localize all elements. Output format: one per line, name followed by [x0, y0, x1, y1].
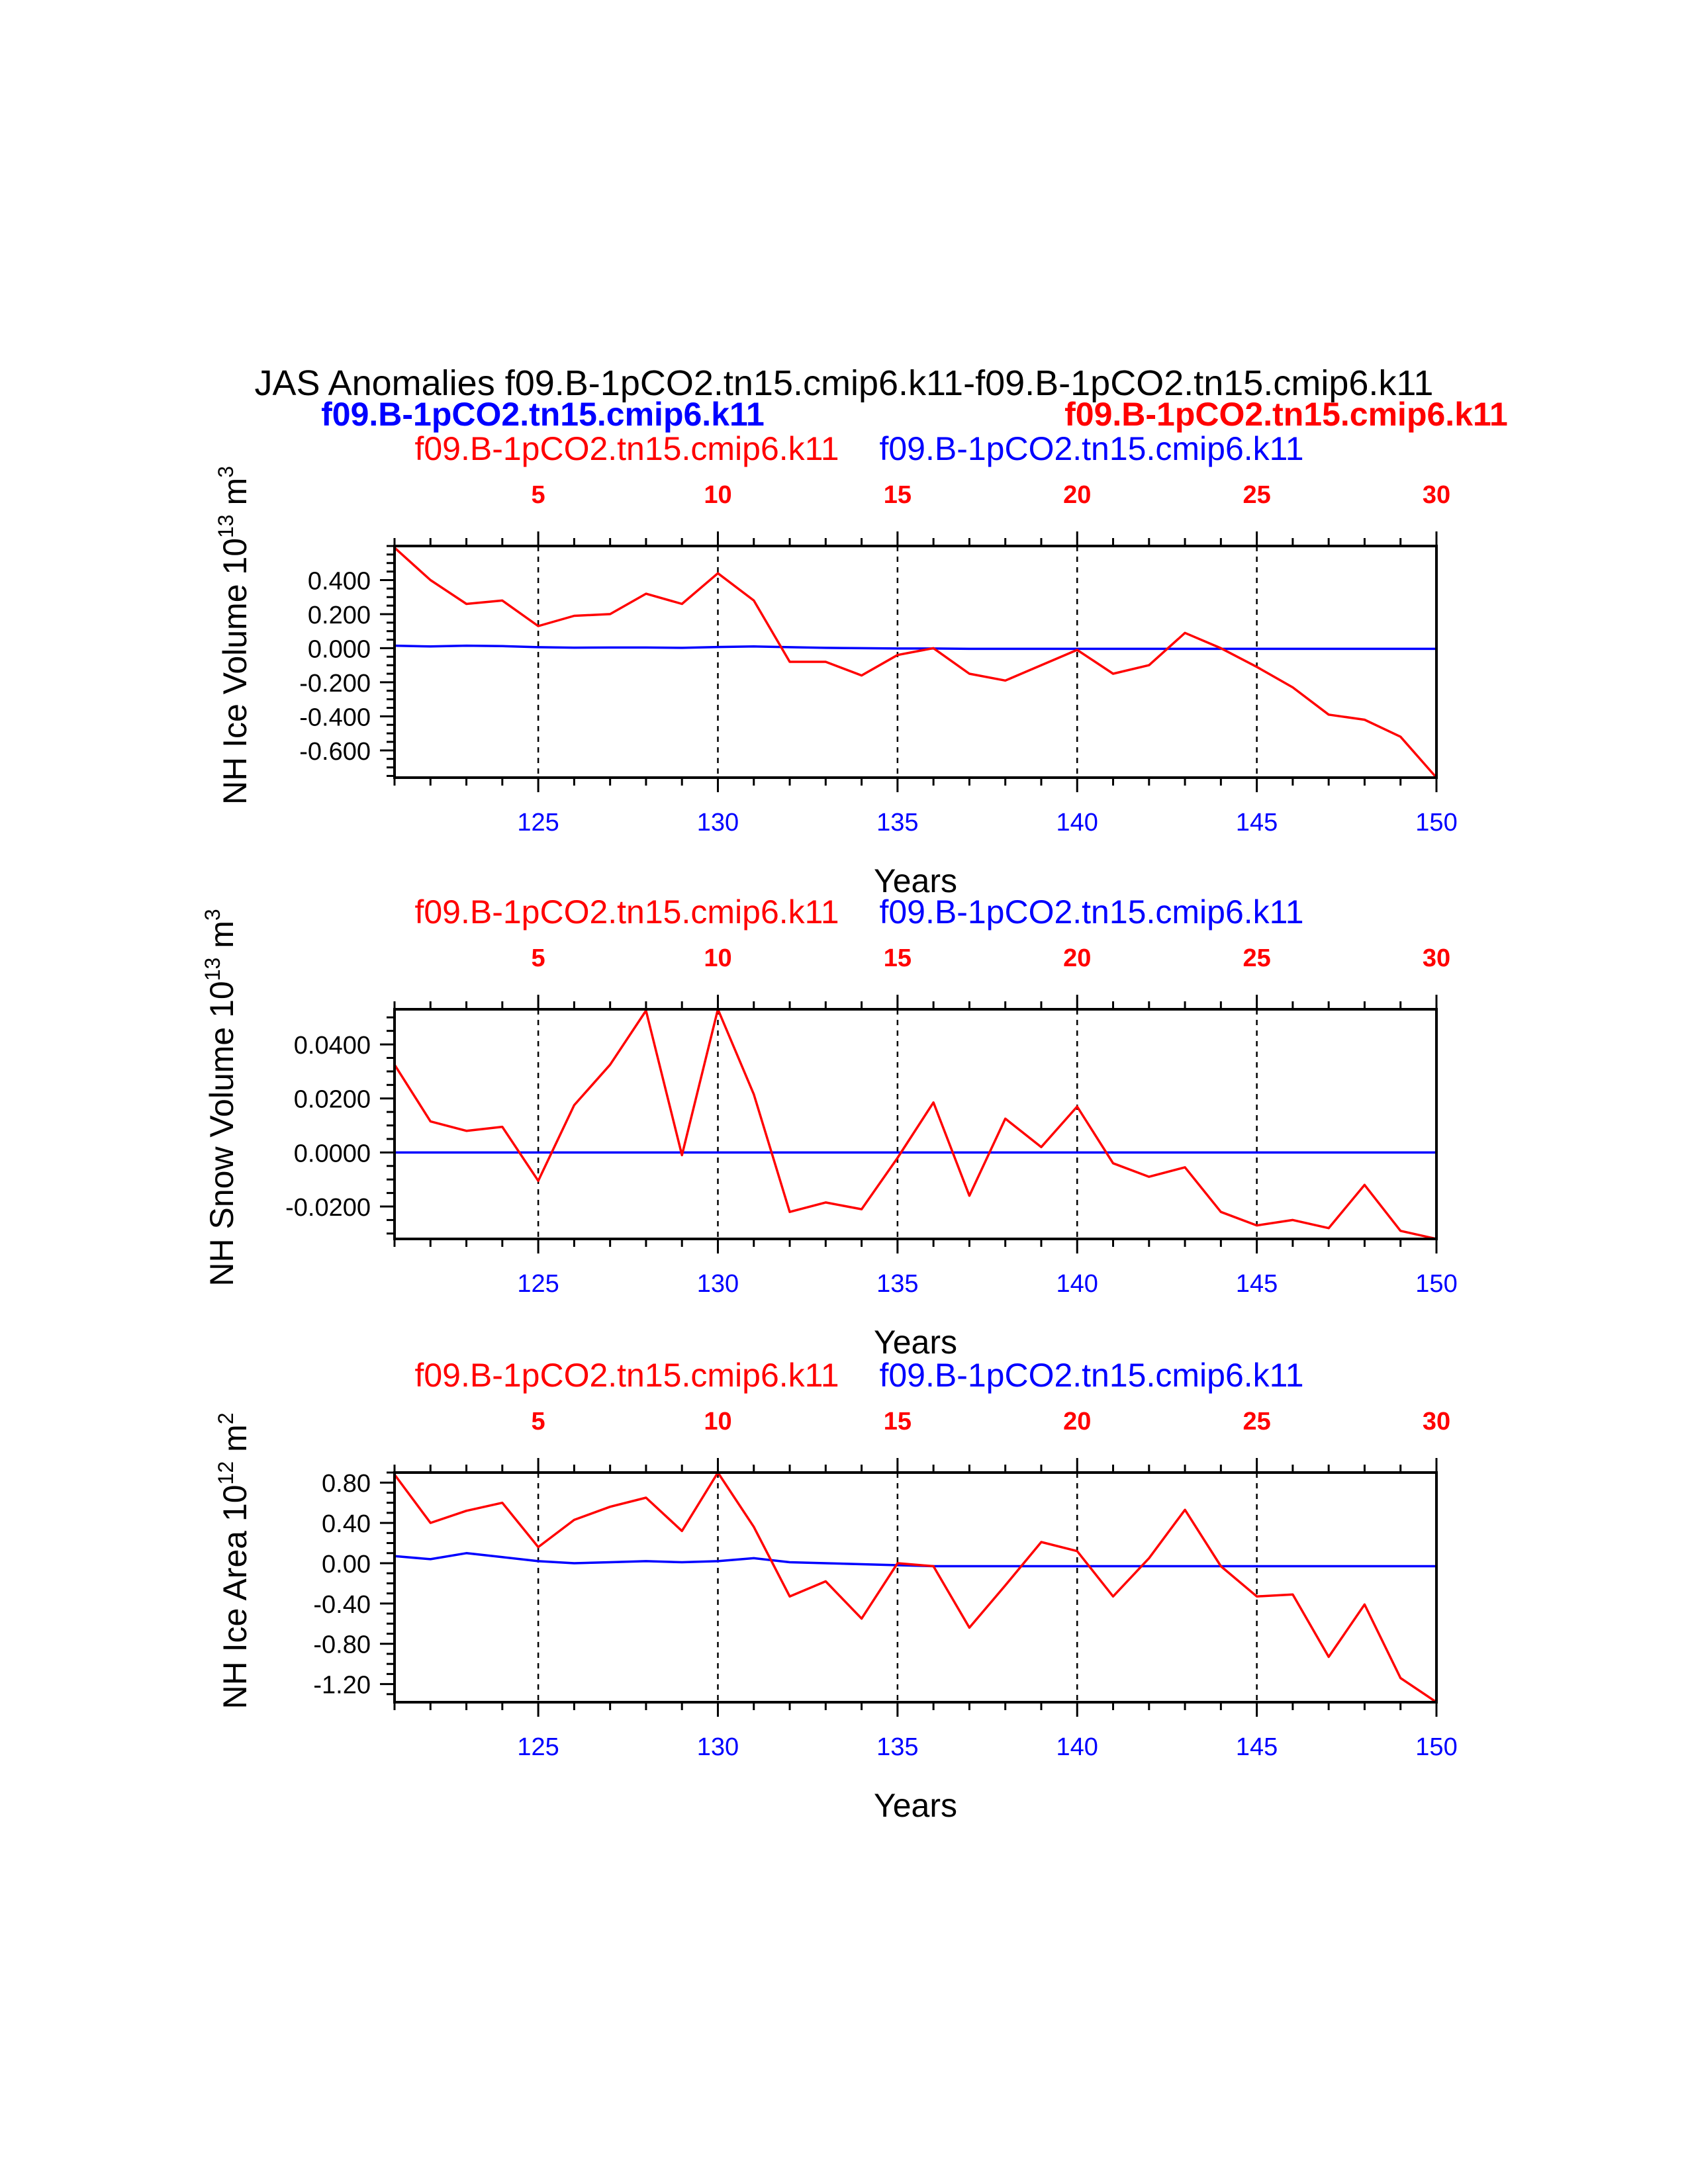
x-bottom-tick-label: 125 — [517, 1270, 559, 1298]
x-top-tick-label: 10 — [704, 944, 731, 972]
x-axis-title: Years — [874, 1787, 957, 1824]
series-line-red — [393, 547, 1438, 779]
x-top-tick-label: 10 — [704, 481, 731, 509]
series-line-blue — [394, 644, 1436, 651]
x-bottom-tick-label: 145 — [1236, 1270, 1278, 1298]
x-top-tick-label: 20 — [1063, 481, 1091, 509]
x-bottom-tick-label: 150 — [1415, 1733, 1457, 1761]
plot-frame — [393, 545, 1438, 779]
y-tick-label: 0.0000 — [294, 1140, 371, 1167]
x-top-tick-label: 15 — [884, 944, 912, 972]
y-tick-label: -0.600 — [299, 738, 371, 766]
x-bottom-tick-label: 140 — [1056, 809, 1098, 837]
x-top-tick-label: 15 — [884, 481, 912, 509]
x-axis-title: Years — [874, 862, 957, 899]
x-bottom-tick-label: 130 — [697, 1733, 739, 1761]
x-bottom-tick-label: 150 — [1415, 1270, 1457, 1298]
x-bottom-tick-label: 140 — [1056, 1270, 1098, 1298]
x-top-tick-label: 30 — [1423, 944, 1450, 972]
x-bottom-tick-label: 140 — [1056, 1733, 1098, 1761]
panel-ice-volume: 0.400 0.200 0.000 -0.200 -0.400 -0.600 125 130 1… — [214, 430, 1458, 899]
x-top-tick-label: 25 — [1243, 481, 1270, 509]
case-label-left: f09.B-1pCO2.tn15.cmip6.k11 — [414, 1357, 839, 1394]
case-label-left-bold: f09.B-1pCO2.tn15.cmip6.k11 — [321, 396, 765, 433]
y-tick-label: 0.400 — [308, 567, 371, 595]
x-top-tick-label: 20 — [1063, 944, 1091, 972]
x-top-tick-label: 5 — [532, 1408, 545, 1435]
panel-snow-volume: 0.0400 0.0200 0.0000 -0.0200 125 130 135 140 145… — [201, 893, 1458, 1361]
x-bottom-tick-label: 135 — [876, 1733, 918, 1761]
y-tick-label: 0.200 — [308, 602, 371, 629]
x-bottom-tick-label: 145 — [1236, 809, 1278, 837]
x-top-tick-label: 5 — [532, 481, 545, 509]
y-tick-label: -0.400 — [299, 704, 371, 731]
series-line-red — [393, 1008, 1437, 1240]
y-tick-label: 0.40 — [322, 1510, 371, 1538]
x-top-tick-label: 30 — [1423, 481, 1450, 509]
x-bottom-tick-label: 130 — [697, 1270, 739, 1298]
x-bottom-tick-label: 150 — [1415, 809, 1457, 837]
x-bottom-tick-label: 125 — [517, 809, 559, 837]
y-tick-label: 0.00 — [322, 1551, 371, 1578]
x-top-tick-label: 30 — [1423, 1408, 1450, 1435]
y-tick-label: 0.0200 — [294, 1086, 371, 1114]
case-label-right: f09.B-1pCO2.tn15.cmip6.k11 — [879, 430, 1303, 467]
plot-frame — [393, 1008, 1438, 1240]
x-top-tick-label: 10 — [704, 1408, 731, 1435]
series-line-red — [393, 1471, 1437, 1704]
y-axis-title: NH Snow Volume 1013 m3 — [201, 909, 240, 1286]
x-bottom-tick-label: 130 — [697, 809, 739, 837]
panel-ice-area: 0.80 0.40 0.00 -0.40 -0.80 -1.20 125 130 135 140 1… — [214, 1357, 1458, 1824]
x-top-tick-label: 25 — [1243, 1408, 1270, 1435]
y-axis-title: NH Ice Area 1012 m2 — [214, 1413, 254, 1709]
y-tick-label: -1.20 — [313, 1672, 371, 1700]
x-bottom-tick-label: 135 — [876, 809, 918, 837]
y-tick-label: 0.000 — [308, 635, 371, 663]
y-tick-label: -0.200 — [299, 670, 371, 698]
x-top-tick-label: 25 — [1243, 944, 1270, 972]
y-axis-title: NH Ice Volume 1013 m3 — [214, 466, 254, 805]
case-label-left: f09.B-1pCO2.tn15.cmip6.k11 — [414, 893, 839, 931]
x-top-tick-label: 5 — [532, 944, 545, 972]
x-bottom-tick-label: 145 — [1236, 1733, 1278, 1761]
plot-frame — [393, 1471, 1438, 1704]
y-tick-label: 0.80 — [322, 1470, 371, 1498]
y-tick-label: -0.0200 — [285, 1194, 371, 1222]
y-tick-label: 0.0400 — [294, 1032, 371, 1060]
case-label-left: f09.B-1pCO2.tn15.cmip6.k11 — [414, 430, 839, 467]
x-top-tick-label: 15 — [884, 1408, 912, 1435]
figure-title: JAS Anomalies f09.B-1pCO2.tn15.cmip6.k11… — [255, 363, 1434, 403]
case-label-right: f09.B-1pCO2.tn15.cmip6.k11 — [879, 1357, 1303, 1394]
x-top-tick-label: 20 — [1063, 1408, 1091, 1435]
y-tick-label: -0.40 — [313, 1591, 371, 1619]
x-axis-title: Years — [874, 1324, 957, 1361]
case-label-right-bold: f09.B-1pCO2.tn15.cmip6.k11 — [1064, 396, 1508, 433]
case-label-right: f09.B-1pCO2.tn15.cmip6.k11 — [879, 893, 1303, 931]
y-tick-label: -0.80 — [313, 1631, 371, 1659]
x-bottom-tick-label: 135 — [876, 1270, 918, 1298]
x-bottom-tick-label: 125 — [517, 1733, 559, 1761]
